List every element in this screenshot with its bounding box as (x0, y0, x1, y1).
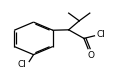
Text: O: O (87, 51, 94, 60)
Text: Cl: Cl (18, 60, 26, 69)
Text: Cl: Cl (95, 30, 104, 39)
